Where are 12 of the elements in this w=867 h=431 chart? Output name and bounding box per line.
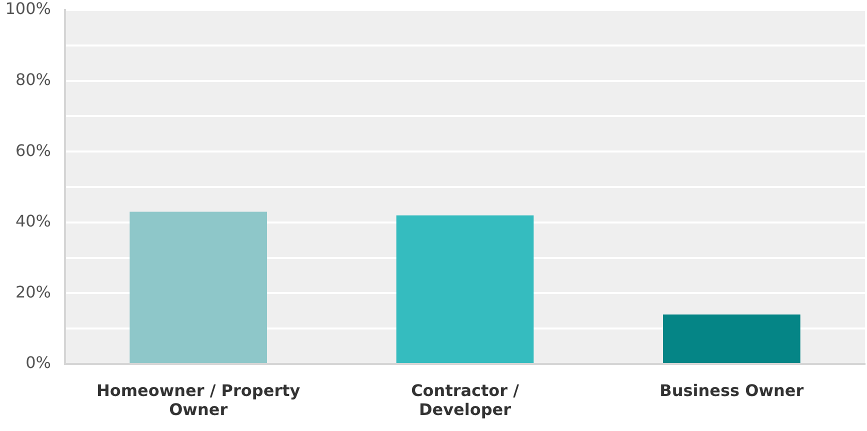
y-tick-label: 100% [5, 0, 51, 18]
y-tick-label: 20% [15, 282, 51, 302]
bar [130, 212, 267, 363]
y-tick-label: 40% [15, 212, 51, 231]
x-tick-label: Contractor / Developer [411, 380, 520, 419]
bar [396, 215, 534, 363]
y-tick-label: 0% [26, 353, 51, 372]
x-tick-label: Homeowner / Property Owner [96, 380, 301, 419]
y-tick-label: 80% [15, 70, 51, 89]
y-tick-label: 60% [15, 140, 51, 160]
x-tick-label: Business Owner [660, 380, 804, 400]
bar [663, 314, 800, 363]
